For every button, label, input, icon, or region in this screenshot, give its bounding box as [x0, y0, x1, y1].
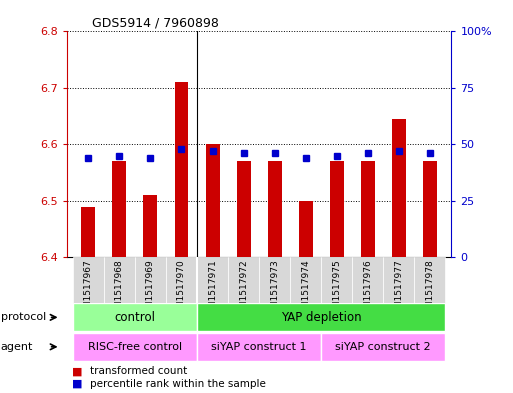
Text: siYAP construct 2: siYAP construct 2 [336, 342, 431, 352]
Bar [206, 145, 220, 257]
Bar [73, 257, 104, 303]
Bar [82, 207, 95, 257]
Bar [197, 257, 228, 303]
Bar [330, 162, 344, 257]
Bar [228, 257, 259, 303]
Bar [321, 332, 445, 361]
Text: GSM1517976: GSM1517976 [363, 260, 372, 320]
Text: transformed count: transformed count [90, 366, 187, 376]
Bar [268, 162, 282, 257]
Text: control: control [114, 311, 155, 324]
Text: GSM1517977: GSM1517977 [394, 260, 403, 320]
Text: GSM1517970: GSM1517970 [177, 260, 186, 320]
Bar [73, 303, 197, 332]
Text: YAP depletion: YAP depletion [281, 311, 362, 324]
Bar [236, 162, 250, 257]
Text: agent: agent [1, 342, 33, 352]
Bar [135, 257, 166, 303]
Bar [144, 195, 157, 257]
Bar [299, 201, 312, 257]
Text: GSM1517971: GSM1517971 [208, 260, 217, 320]
Bar [174, 82, 188, 257]
Bar [112, 162, 126, 257]
Text: GSM1517975: GSM1517975 [332, 260, 341, 320]
Bar [321, 257, 352, 303]
Bar [197, 303, 445, 332]
Text: RISC-free control: RISC-free control [88, 342, 182, 352]
Text: GSM1517974: GSM1517974 [301, 260, 310, 320]
Bar [383, 257, 414, 303]
Bar [414, 257, 445, 303]
Bar [352, 257, 383, 303]
Text: percentile rank within the sample: percentile rank within the sample [90, 378, 266, 389]
Bar [166, 257, 197, 303]
Text: protocol: protocol [1, 312, 46, 322]
Bar [104, 257, 135, 303]
Text: ■: ■ [72, 366, 82, 376]
Text: ■: ■ [72, 378, 82, 389]
Text: GDS5914 / 7960898: GDS5914 / 7960898 [92, 17, 219, 29]
Text: siYAP construct 1: siYAP construct 1 [211, 342, 307, 352]
Bar [392, 119, 406, 257]
Bar [197, 332, 321, 361]
Text: GSM1517978: GSM1517978 [425, 260, 434, 320]
Bar [361, 162, 374, 257]
Text: GSM1517973: GSM1517973 [270, 260, 279, 320]
Bar [259, 257, 290, 303]
Bar [73, 332, 197, 361]
Text: GSM1517967: GSM1517967 [84, 260, 93, 320]
Text: GSM1517969: GSM1517969 [146, 260, 155, 320]
Text: GSM1517968: GSM1517968 [115, 260, 124, 320]
Bar [290, 257, 321, 303]
Text: GSM1517972: GSM1517972 [239, 260, 248, 320]
Bar [423, 162, 437, 257]
